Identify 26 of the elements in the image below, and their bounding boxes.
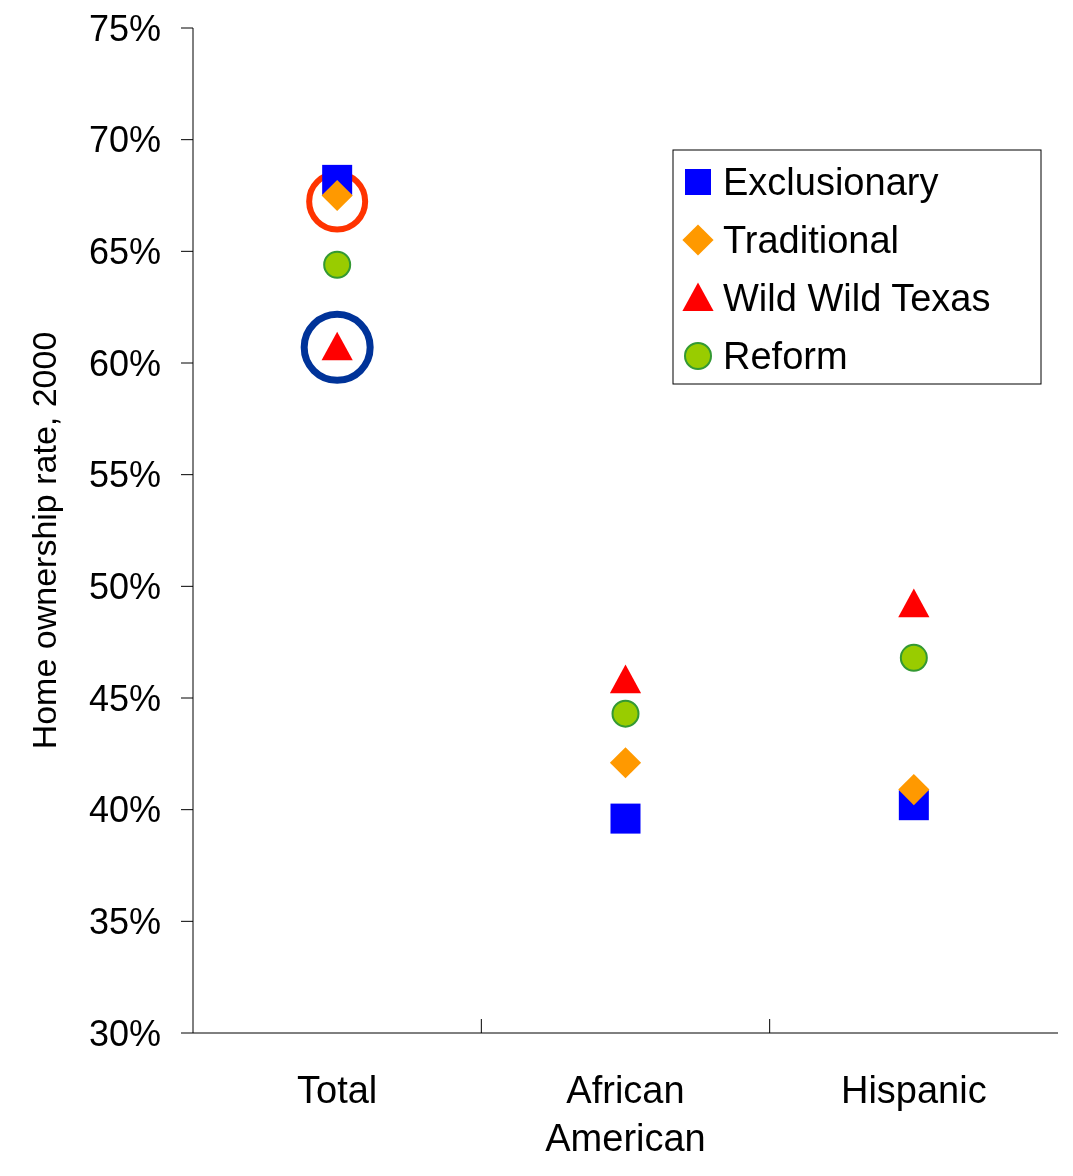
point	[609, 747, 642, 779]
point	[611, 699, 640, 728]
point	[898, 773, 930, 806]
y-tick-label: 50%	[88, 565, 161, 607]
y-tick-label: 70%	[88, 119, 161, 161]
y-tick-label: 65%	[88, 230, 161, 272]
y-tick-label: 45%	[88, 677, 161, 719]
y-tick-label: 55%	[88, 454, 161, 496]
x-tick-label: Total	[297, 1069, 378, 1111]
legend-label: Traditional	[723, 219, 900, 262]
y-tick-label: 30%	[88, 1012, 161, 1054]
point	[609, 664, 642, 694]
legend-label: Reform	[723, 335, 848, 378]
point	[899, 643, 928, 672]
y-axis-title: Home ownership rate, 2000	[25, 331, 63, 750]
point	[898, 588, 930, 618]
legend-label: Wild Wild Texas	[723, 277, 991, 320]
y-tick-label: 35%	[88, 900, 161, 942]
y-tick-label: 75%	[88, 7, 161, 49]
x-tick-label: Hispanic	[840, 1069, 987, 1111]
legend-label: Exclusionary	[723, 161, 939, 204]
point	[610, 803, 641, 834]
y-tick-label: 60%	[88, 342, 161, 384]
point	[323, 250, 352, 279]
y-tick-label: 40%	[88, 789, 161, 831]
x-tick-label: African American	[545, 1069, 706, 1159]
